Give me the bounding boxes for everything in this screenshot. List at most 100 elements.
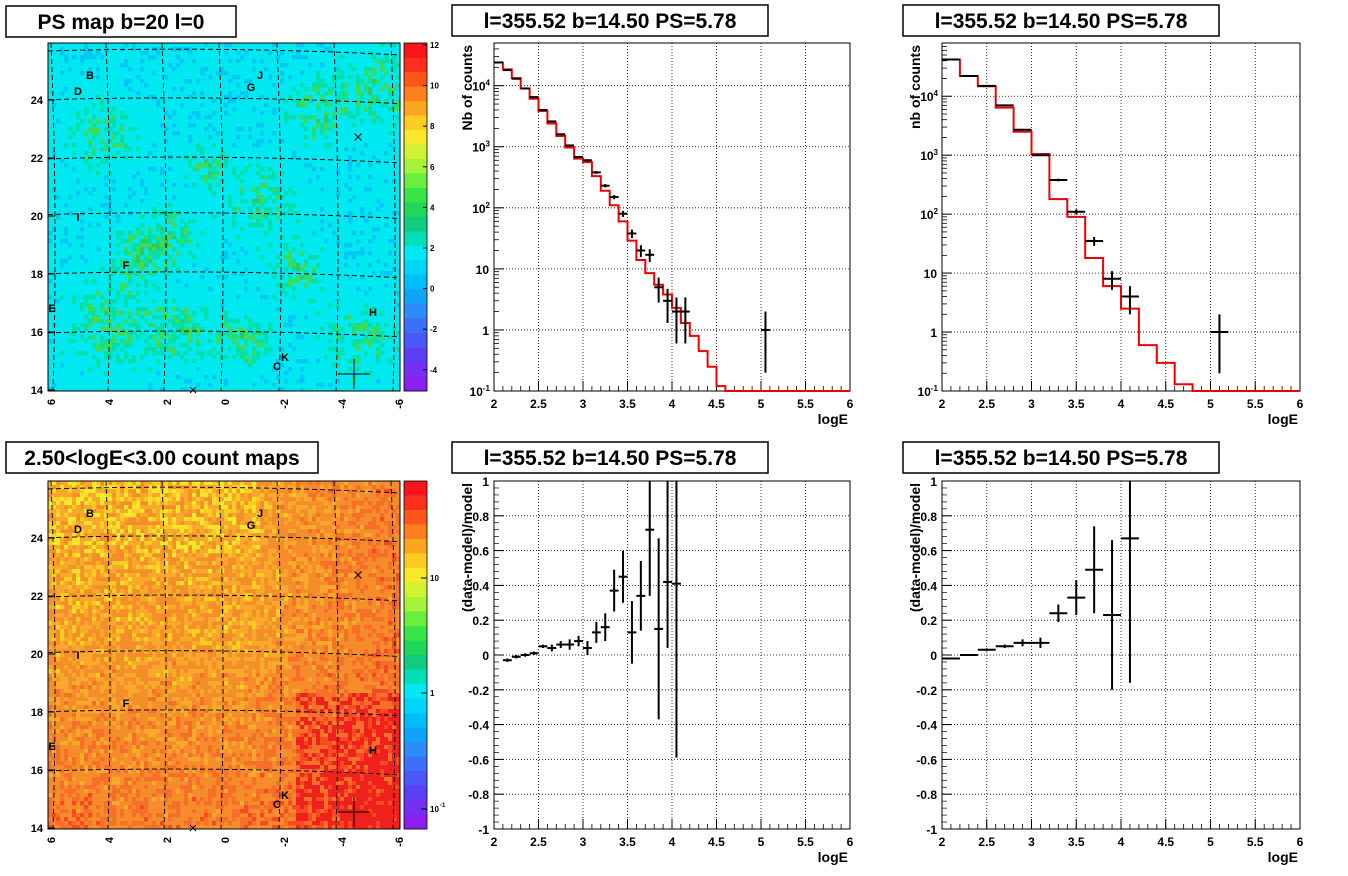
map-pixel bbox=[384, 83, 389, 88]
map-pixel bbox=[324, 793, 329, 798]
map-pixel bbox=[232, 517, 237, 522]
map-pixel bbox=[56, 537, 61, 542]
map-pixel bbox=[140, 247, 145, 252]
map-pixel bbox=[68, 757, 73, 762]
map-pixel bbox=[164, 263, 169, 268]
map-pixel bbox=[268, 745, 273, 750]
map-pixel bbox=[208, 581, 213, 586]
map-pixel bbox=[88, 553, 93, 558]
map-pixel bbox=[260, 175, 265, 180]
map-pixel bbox=[144, 589, 149, 594]
map-pixel bbox=[184, 529, 189, 534]
map-pixel bbox=[152, 529, 157, 534]
map-pixel bbox=[184, 617, 189, 622]
map-pixel bbox=[168, 203, 173, 208]
map-pixel bbox=[300, 123, 305, 128]
map-pixel bbox=[100, 729, 105, 734]
map-pixel bbox=[312, 127, 317, 132]
map-pixel bbox=[228, 331, 233, 336]
map-pixel bbox=[240, 585, 245, 590]
map-pixel bbox=[320, 789, 325, 794]
map-pixel bbox=[180, 637, 185, 642]
map-pixel bbox=[376, 115, 381, 120]
map-pixel bbox=[204, 705, 209, 710]
map-pixel bbox=[236, 637, 241, 642]
map-pixel bbox=[148, 673, 153, 678]
map-pixel bbox=[160, 183, 165, 188]
map-pixel bbox=[116, 489, 121, 494]
map-pixel bbox=[48, 537, 53, 542]
map-pixel bbox=[76, 327, 81, 332]
map-pixel bbox=[296, 705, 301, 710]
map-pixel bbox=[320, 545, 325, 550]
map-pixel bbox=[180, 557, 185, 562]
map-pixel bbox=[228, 79, 233, 84]
map-pixel bbox=[252, 199, 257, 204]
map-pixel bbox=[200, 693, 205, 698]
map-pixel bbox=[104, 47, 109, 52]
map-pixel bbox=[168, 681, 173, 686]
map-pixel bbox=[208, 597, 213, 602]
map-pixel bbox=[288, 545, 293, 550]
map-pixel bbox=[184, 549, 189, 554]
map-pixel bbox=[132, 525, 137, 530]
map-pixel bbox=[96, 589, 101, 594]
map-pixel bbox=[308, 749, 313, 754]
map-pixel bbox=[340, 107, 345, 112]
map-pixel bbox=[144, 307, 149, 312]
map-pixel bbox=[264, 565, 269, 570]
map-pixel bbox=[276, 685, 281, 690]
map-pixel bbox=[316, 797, 321, 802]
map-pixel bbox=[120, 785, 125, 790]
map-pixel bbox=[252, 657, 257, 662]
map-pixel bbox=[276, 191, 281, 196]
map-pixel bbox=[208, 493, 213, 498]
map-pixel bbox=[116, 637, 121, 642]
map-pixel bbox=[84, 749, 89, 754]
map-pixel bbox=[328, 773, 333, 778]
map-pixel bbox=[248, 485, 253, 490]
map-pixel bbox=[208, 625, 213, 630]
map-pixel bbox=[288, 489, 293, 494]
map-pixel bbox=[168, 533, 173, 538]
map-pixel bbox=[124, 339, 129, 344]
map-pixel bbox=[212, 561, 217, 566]
map-pixel bbox=[200, 489, 205, 494]
map-pixel bbox=[52, 501, 57, 506]
map-pixel bbox=[168, 637, 173, 642]
map-pixel bbox=[116, 789, 121, 794]
map-pixel bbox=[80, 641, 85, 646]
map-pixel bbox=[180, 243, 185, 248]
map-pixel bbox=[160, 685, 165, 690]
map-pixel bbox=[260, 645, 265, 650]
map-pixel bbox=[96, 75, 101, 80]
map-pixel bbox=[100, 737, 105, 742]
map-pixel bbox=[144, 235, 149, 240]
map-pixel bbox=[308, 737, 313, 742]
map-pixel bbox=[208, 175, 213, 180]
map-pixel bbox=[144, 83, 149, 88]
map-pixel bbox=[140, 215, 145, 220]
map-pixel bbox=[312, 709, 317, 714]
map-pixel bbox=[324, 47, 329, 52]
map-pixel bbox=[216, 589, 221, 594]
map-pixel bbox=[60, 573, 65, 578]
map-pixel bbox=[228, 669, 233, 674]
map-pixel bbox=[348, 155, 353, 160]
map-pixel bbox=[164, 111, 169, 116]
map-pixel bbox=[48, 801, 53, 806]
map-pixel bbox=[216, 601, 221, 606]
map-pixel bbox=[204, 561, 209, 566]
map-pixel bbox=[224, 521, 229, 526]
map-pixel bbox=[232, 717, 237, 722]
map-pixel bbox=[172, 801, 177, 806]
map-pixel bbox=[340, 87, 345, 92]
map-pixel bbox=[96, 521, 101, 526]
map-pixel bbox=[92, 497, 97, 502]
map-pixel bbox=[220, 645, 225, 650]
map-pixel bbox=[312, 649, 317, 654]
map-pixel bbox=[204, 637, 209, 642]
map-pixel bbox=[268, 263, 273, 268]
map-pixel bbox=[140, 505, 145, 510]
map-pixel bbox=[60, 505, 65, 510]
